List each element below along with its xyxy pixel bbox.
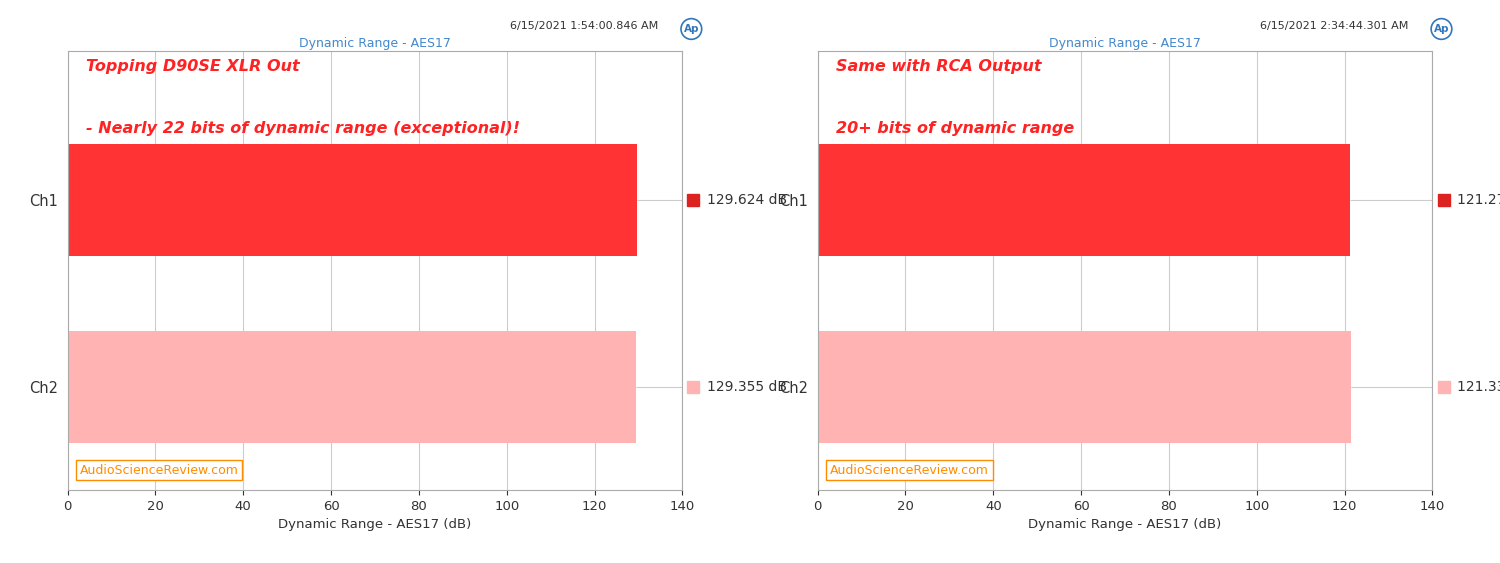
X-axis label: Dynamic Range - AES17 (dB): Dynamic Range - AES17 (dB) (279, 518, 471, 531)
Text: - Nearly 22 bits of dynamic range (exceptional)!: - Nearly 22 bits of dynamic range (excep… (86, 121, 520, 136)
Bar (68, 331, 636, 443)
Title: Dynamic Range - AES17: Dynamic Range - AES17 (1048, 37, 1202, 50)
Text: AudioScienceReview.com: AudioScienceReview.com (80, 464, 239, 477)
Text: 129.355 dB: 129.355 dB (706, 380, 788, 394)
Text: 121.337 dB: 121.337 dB (1456, 380, 1500, 394)
Text: Ap: Ap (684, 24, 699, 34)
Text: 6/15/2021 1:54:00.846 AM: 6/15/2021 1:54:00.846 AM (510, 21, 658, 31)
Text: 20+ bits of dynamic range: 20+ bits of dynamic range (836, 121, 1074, 136)
Text: Topping D90SE XLR Out: Topping D90SE XLR Out (86, 60, 300, 74)
Text: 121.274 dB: 121.274 dB (1456, 193, 1500, 207)
Bar (68, 144, 638, 256)
Bar (818, 144, 1350, 256)
Text: Ap: Ap (1434, 24, 1449, 34)
Title: Dynamic Range - AES17: Dynamic Range - AES17 (298, 37, 452, 50)
Text: 129.624 dB: 129.624 dB (706, 193, 788, 207)
X-axis label: Dynamic Range - AES17 (dB): Dynamic Range - AES17 (dB) (1029, 518, 1221, 531)
Bar (818, 331, 1350, 443)
Text: AudioScienceReview.com: AudioScienceReview.com (830, 464, 989, 477)
Text: Same with RCA Output: Same with RCA Output (836, 60, 1041, 74)
Text: 6/15/2021 2:34:44.301 AM: 6/15/2021 2:34:44.301 AM (1260, 21, 1408, 31)
